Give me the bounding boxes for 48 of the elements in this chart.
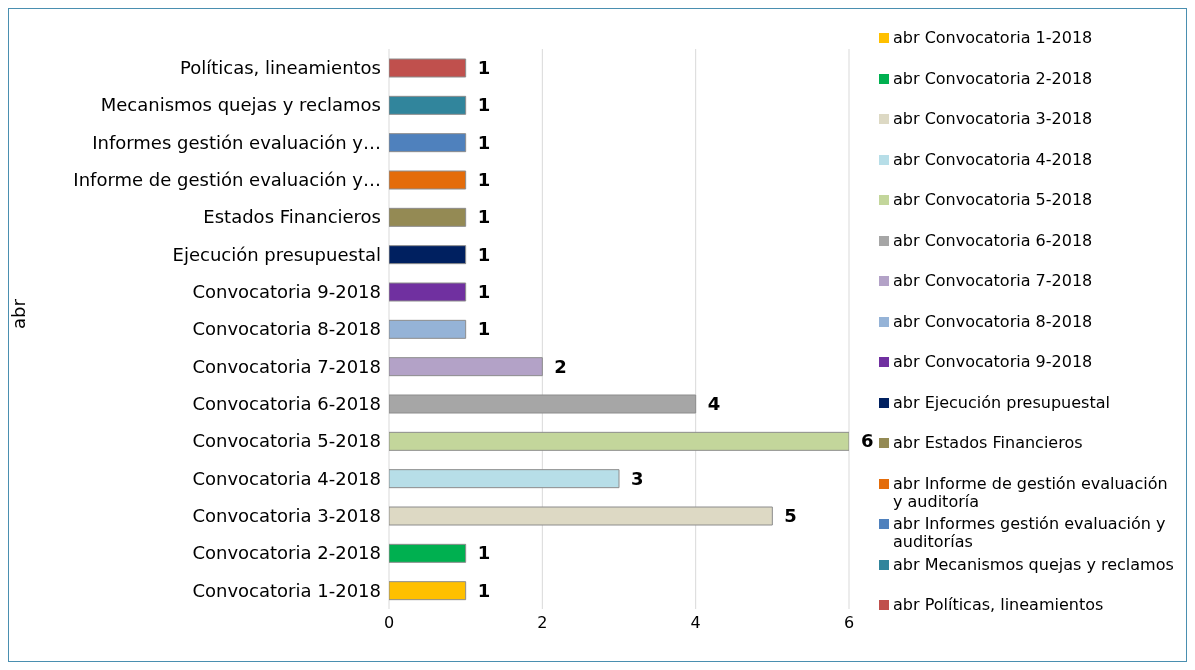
legend-label: abr Convocatoria 4-2018 [893,149,1093,169]
data-label: 1 [477,542,491,564]
legend-label: abr Convocatoria 3-2018 [893,109,1093,128]
y-tick-label: Convocatoria 9-2018 [192,281,381,303]
y-axis-title: abr [8,298,30,329]
data-label: 1 [477,243,491,265]
legend-label: abr Convocatoria 9-2018 [893,352,1093,371]
legend-label: abr Convocatoria 6-2018 [893,230,1093,250]
y-tick-label: Convocatoria 7-2018 [192,355,381,377]
legend-label: abr Convocatoria 5-2018 [893,190,1093,209]
legend-label: abr Convocatoria 1-2018 [893,28,1093,47]
y-tick-label: Convocatoria 5-2018 [192,430,381,452]
data-label: 6 [861,430,874,452]
legend-label: abr Mecanismos quejas y reclamos [893,554,1174,574]
legend-label: abr Políticas, lineamientos [893,595,1104,614]
data-label: 2 [554,355,567,377]
y-tick-label: Mecanismos quejas y reclamos [100,94,381,116]
x-tick-label: 2 [537,613,548,633]
data-label: 1 [477,281,491,302]
y-tick-label: Convocatoria 2-2018 [192,542,381,564]
x-tick-label: 6 [843,613,855,633]
data-label: 1 [477,206,491,228]
y-tick-label: Convocatoria 3-2018 [192,505,381,527]
x-tick-label: 4 [690,613,701,633]
legend-label: abr Convocatoria 7-2018 [893,271,1093,290]
data-label: 1 [477,131,491,153]
y-tick-label: Convocatoria 4-2018 [192,467,381,489]
legend-label: abr Ejecución presupuestal [893,392,1110,412]
data-label: 1 [477,579,491,601]
data-label: 3 [631,467,644,489]
y-tick-label: Convocatoria 6-2018 [192,393,381,415]
y-tick-label: Ejecución presupuestal [172,243,381,265]
y-tick-label: Políticas, lineamientos [179,57,381,79]
y-tick-label: Estados Financieros [203,206,381,228]
legend-label: abr Convocatoria 2-2018 [893,68,1093,88]
legend-label: abr Convocatoria 8-2018 [893,311,1093,331]
data-label: 4 [707,393,721,414]
y-tick-label: Convocatoria 1-2018 [192,579,381,601]
data-label: 5 [784,505,797,526]
y-tick-label: Convocatoria 8-2018 [192,318,381,340]
x-tick-label: 0 [383,613,395,633]
y-tick-label: Informes gestión evaluación y… [92,131,381,153]
data-label: 1 [477,94,491,116]
data-label: 1 [477,318,491,340]
data-label: 1 [477,57,491,78]
y-tick-label: Informe de gestión evaluación y… [73,169,381,191]
legend-label: abr Estados Financieros [893,433,1083,452]
data-label: 1 [477,169,491,190]
